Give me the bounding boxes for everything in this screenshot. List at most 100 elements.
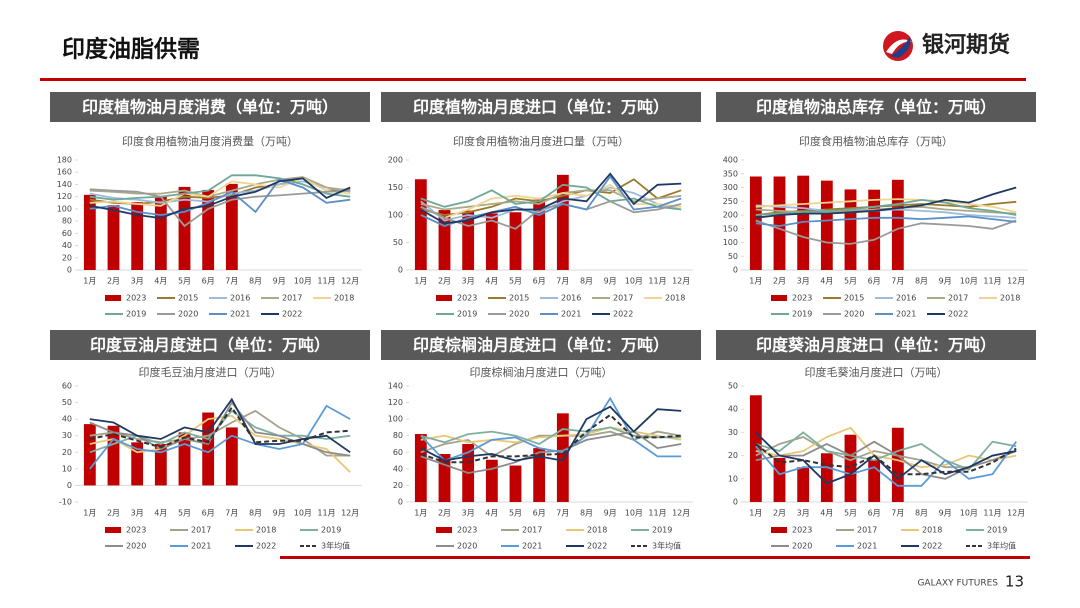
x-tick-label: 11月 bbox=[317, 277, 335, 286]
y-tick-label: 0 bbox=[733, 498, 738, 507]
line-series bbox=[420, 426, 682, 445]
legend-label: 2019 bbox=[652, 526, 672, 535]
legend-label: 2020 bbox=[126, 542, 146, 551]
legend-label: 2022 bbox=[922, 542, 942, 551]
legend-label: 2018 bbox=[922, 526, 942, 535]
y-tick-label: 40 bbox=[393, 464, 403, 473]
legend-label: 2019 bbox=[457, 310, 477, 319]
chart-title: 印度食用植物油月度进口量（万吨） bbox=[453, 134, 629, 148]
bar bbox=[83, 194, 96, 270]
x-tick-label: 4月 bbox=[485, 277, 498, 286]
x-tick-label: 8月 bbox=[249, 509, 262, 518]
legend-label: 2015 bbox=[844, 294, 864, 303]
x-tick-label: 10月 bbox=[294, 277, 312, 286]
x-tick-label: 7月 bbox=[891, 277, 904, 286]
y-tick-label: 120 bbox=[388, 398, 403, 407]
y-tick-label: 50 bbox=[728, 382, 738, 391]
x-tick-label: 3月 bbox=[131, 277, 144, 286]
x-tick-label: 6月 bbox=[202, 509, 215, 518]
line-series bbox=[89, 405, 351, 449]
panel-heading-bg bbox=[381, 92, 701, 122]
line-series bbox=[89, 174, 351, 201]
legend-label: 2017 bbox=[191, 526, 211, 535]
x-tick-label: 5月 bbox=[509, 277, 522, 286]
y-tick-label: 40 bbox=[62, 241, 72, 250]
page-title: 印度油脂供需 bbox=[62, 36, 200, 63]
x-tick-label: 6月 bbox=[533, 509, 546, 518]
bar bbox=[131, 202, 144, 270]
line-series bbox=[755, 219, 1017, 245]
y-tick-label: 30 bbox=[728, 428, 738, 437]
line-series bbox=[420, 183, 682, 219]
line-series bbox=[755, 198, 1017, 214]
y-tick-label: 80 bbox=[62, 217, 72, 226]
legend-label: 2016 bbox=[230, 294, 250, 303]
x-tick-label: 2月 bbox=[438, 509, 451, 518]
legend-label: 2018 bbox=[1000, 294, 1020, 303]
header-rule bbox=[40, 78, 1026, 81]
bar bbox=[178, 186, 191, 270]
bar bbox=[868, 460, 881, 502]
x-tick-label: 1月 bbox=[749, 277, 762, 286]
line-series bbox=[420, 430, 682, 474]
legend-label: 2015 bbox=[509, 294, 529, 303]
x-tick-label: 11月 bbox=[648, 509, 666, 518]
bar bbox=[202, 189, 215, 270]
legend-label: 3年均值 bbox=[652, 541, 681, 551]
legend-swatch bbox=[105, 295, 121, 301]
chart-title: 印度食用植物油月度消费量（万吨） bbox=[122, 134, 298, 148]
x-tick-label: 7月 bbox=[225, 277, 238, 286]
x-tick-label: 5月 bbox=[509, 509, 522, 518]
x-tick-label: 3月 bbox=[462, 509, 475, 518]
x-tick-label: 11月 bbox=[317, 509, 335, 518]
legend-label: 2016 bbox=[896, 294, 916, 303]
panel-heading: 印度豆油月度进口（单位：万吨） bbox=[90, 336, 330, 355]
x-tick-label: 1月 bbox=[414, 277, 427, 286]
bar bbox=[438, 453, 451, 502]
y-tick-label: 300 bbox=[723, 183, 738, 192]
y-tick-label: 140 bbox=[57, 180, 72, 189]
legend-label: 2023 bbox=[792, 294, 812, 303]
y-tick-label: 20 bbox=[62, 448, 72, 457]
legend-label: 2023 bbox=[457, 294, 477, 303]
y-tick-label: 0 bbox=[67, 481, 72, 490]
legend-label: 2017 bbox=[613, 294, 633, 303]
x-tick-label: 1月 bbox=[414, 509, 427, 518]
legend-label: 2023 bbox=[126, 526, 146, 535]
line-series bbox=[89, 177, 351, 220]
x-tick-label: 10月 bbox=[294, 509, 312, 518]
panel-heading: 印度植物油总库存（单位：万吨） bbox=[756, 98, 996, 117]
line-series bbox=[420, 396, 682, 462]
x-tick-label: 8月 bbox=[580, 277, 593, 286]
legend-label: 2018 bbox=[587, 526, 607, 535]
y-tick-label: 200 bbox=[723, 211, 738, 220]
x-tick-label: 12月 bbox=[672, 277, 690, 286]
footer-brand: GALAXY FUTURES bbox=[917, 579, 998, 589]
legend-swatch bbox=[105, 527, 121, 533]
y-tick-label: 0 bbox=[398, 266, 403, 275]
line-series bbox=[89, 178, 351, 216]
x-tick-label: 8月 bbox=[580, 509, 593, 518]
page-number: 13 bbox=[1005, 573, 1024, 591]
line-series bbox=[89, 177, 351, 207]
legend-swatch bbox=[771, 295, 787, 301]
legend-label: 2017 bbox=[522, 526, 542, 535]
line-series bbox=[755, 198, 1017, 216]
line-series bbox=[755, 426, 1017, 469]
line-series bbox=[755, 441, 1017, 487]
panel-heading-bg bbox=[50, 92, 370, 122]
legend-label: 2019 bbox=[792, 310, 812, 319]
legend-label: 2023 bbox=[792, 526, 812, 535]
legend-label: 2020 bbox=[457, 542, 477, 551]
x-tick-label: 4月 bbox=[820, 509, 833, 518]
line-series bbox=[420, 405, 682, 462]
legend-label: 2020 bbox=[792, 542, 812, 551]
logo-icon bbox=[883, 31, 913, 61]
y-tick-label: 150 bbox=[723, 224, 738, 233]
legend-label: 2018 bbox=[665, 294, 685, 303]
legend-label: 3年均值 bbox=[321, 541, 350, 551]
line-series bbox=[755, 186, 1017, 219]
x-tick-label: 11月 bbox=[983, 509, 1001, 518]
x-tick-label: 7月 bbox=[556, 277, 569, 286]
